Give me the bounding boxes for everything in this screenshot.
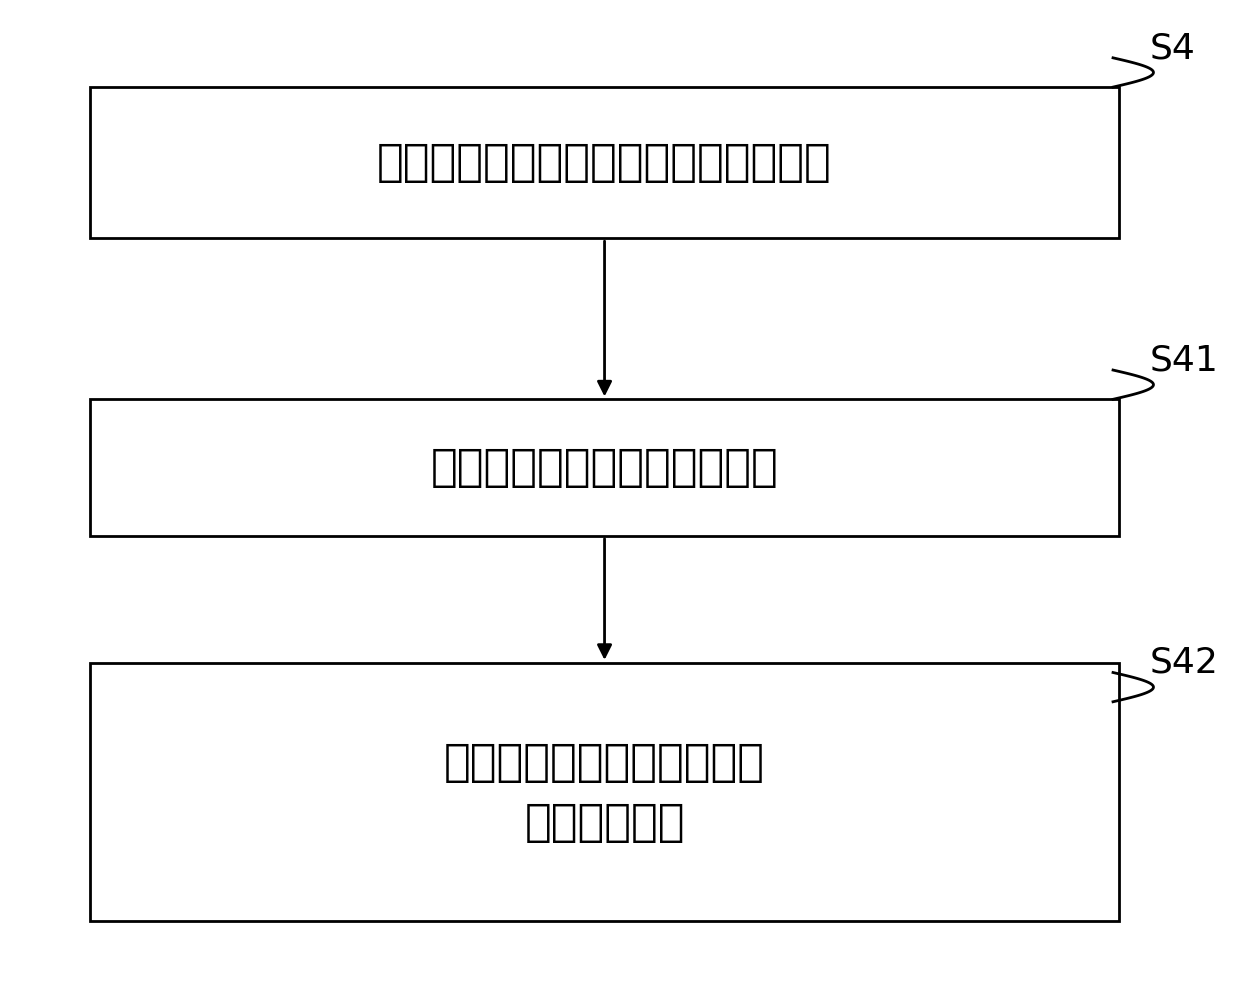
Text: 露出芯片背面后，磨去板载
体的侧边部位: 露出芯片背面后，磨去板载 体的侧边部位 [444,741,765,843]
Bar [91,663,1120,921]
Text: S41: S41 [1149,343,1219,377]
Text: 将板载体的侧边研磨出圆倒角: 将板载体的侧边研磨出圆倒角 [430,446,779,489]
Text: S42: S42 [1149,646,1219,680]
Bar [91,400,1120,536]
Text: S4: S4 [1149,31,1195,65]
Bar [91,88,1120,238]
Text: 研磨去除表面的板载体，露出芯片背面: 研磨去除表面的板载体，露出芯片背面 [377,142,832,184]
